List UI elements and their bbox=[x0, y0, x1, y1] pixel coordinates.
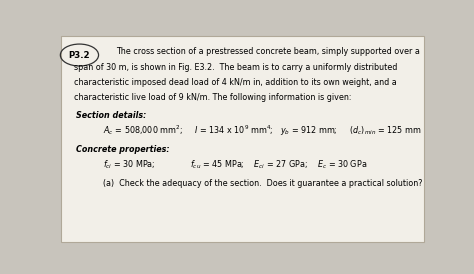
Text: $f_{ci}$ = 30 MPa;              $f_{cu}$ = 45 MPa;    $E_{ci}$ = 27 GPa;    $E_c: $f_{ci}$ = 30 MPa; $f_{cu}$ = 45 MPa; $E… bbox=[103, 158, 367, 171]
Text: The cross section of a prestressed concrete beam, simply supported over a: The cross section of a prestressed concr… bbox=[116, 47, 420, 56]
Text: characteristic imposed dead load of 4 kN/m in, addition to its own weight, and a: characteristic imposed dead load of 4 kN… bbox=[74, 78, 397, 87]
Text: P3.2: P3.2 bbox=[69, 50, 90, 59]
Text: span of 30 m, is shown in Fig. E3.2.  The beam is to carry a uniformly distribut: span of 30 m, is shown in Fig. E3.2. The… bbox=[74, 62, 397, 72]
Text: Section details:: Section details: bbox=[76, 111, 146, 120]
Text: (a)  Check the adequacy of the section.  Does it guarantee a practical solution?: (a) Check the adequacy of the section. D… bbox=[103, 179, 423, 188]
FancyBboxPatch shape bbox=[61, 36, 424, 242]
Text: $A_c$ = 508,000 mm$^2$;     $I$ = 134 x 10$^9$ mm$^4$;   $y_b$ = 912 mm;     $(d: $A_c$ = 508,000 mm$^2$; $I$ = 134 x 10$^… bbox=[103, 123, 422, 138]
Text: characteristic live load of 9 kN/m. The following information is given:: characteristic live load of 9 kN/m. The … bbox=[74, 93, 351, 102]
Text: Concrete properties:: Concrete properties: bbox=[76, 145, 169, 154]
